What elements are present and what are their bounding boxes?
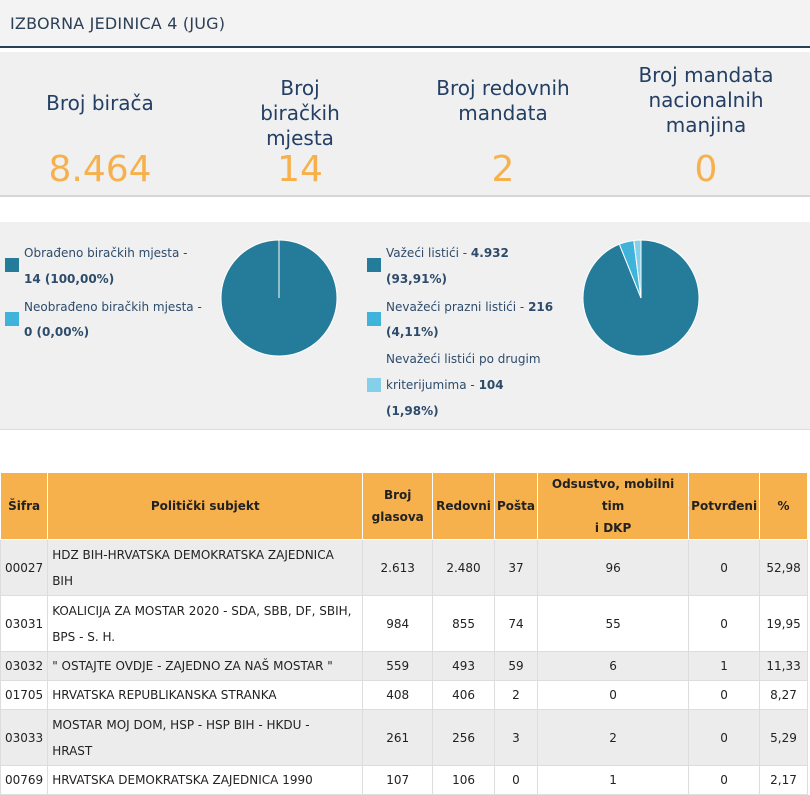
stat-minority-mandates-value: 0 (694, 149, 718, 190)
col-potvrdeni[interactable]: Potvrđeni (688, 472, 761, 540)
col-broj-glasova[interactable]: Broj glasova (362, 472, 434, 540)
cell-pct: 2,17 (759, 765, 808, 795)
cell-redovni: 406 (432, 680, 495, 710)
cell-redovni: 493 (432, 651, 495, 681)
cell-broj: 107 (362, 765, 434, 795)
cell-sifra: 03032 (0, 651, 49, 681)
table-row: 03032 " OSTAJTE OVDJE - ZAJEDNO ZA NAŠ M… (0, 651, 808, 681)
table-header-row: Šifra Politički subjekt Broj glasova Redo… (0, 472, 808, 540)
legend-swatch-processed (5, 258, 19, 272)
legend-processed-value: 14 (100,00%) (24, 272, 115, 286)
legend-valid-label: Važeći listići - 4.932 (386, 246, 509, 260)
cell-odsustvo: 0 (536, 680, 690, 710)
cell-odsustvo: 96 (536, 539, 690, 596)
table-row: 01705 HRVATSKA REPUBLIKANSKA STRANKA 408… (0, 680, 808, 710)
cell-sifra: 01705 (0, 680, 49, 710)
stat-polling-stations-label: Broj biračkih mjesta (260, 76, 340, 150)
cell-sifra: 00769 (0, 765, 49, 795)
legend-invalid-other-label1: Nevažeći listići po drugim (386, 352, 541, 366)
legend-invalid-empty-pct: (4,11%) (386, 325, 439, 339)
results-table: Šifra Politički subjekt Broj glasova Redo… (0, 472, 808, 795)
cell-redovni: 256 (432, 709, 495, 766)
cell-potvrdeni: 0 (688, 539, 761, 596)
col-sifra[interactable]: Šifra (0, 472, 49, 540)
cell-subjekt: HRVATSKA DEMOKRATSKA ZAJEDNICA 1990 (47, 765, 364, 795)
cell-broj: 2.613 (362, 539, 434, 596)
cell-redovni: 106 (432, 765, 495, 795)
cell-broj: 984 (362, 595, 434, 652)
cell-potvrdeni: 1 (688, 651, 761, 681)
stat-voters-label: Broj birača (46, 91, 154, 115)
right-chart-legend: Važeći listići - 4.932 (93,91%) Nevažeći… (367, 222, 567, 427)
cell-potvrdeni: 0 (688, 709, 761, 766)
stat-voters-value: 8.464 (48, 149, 152, 190)
stat-minority-mandates-label: Broj mandata nacionalnih manjina (638, 63, 774, 137)
table-row: 03031 KOALICIJA ZA MOSTAR 2020 - SDA, SB… (0, 595, 808, 652)
legend-processed-label: Obrađeno biračkih mjesta - (24, 246, 188, 260)
cell-posta: 37 (493, 539, 539, 596)
cell-sifra: 00027 (0, 539, 49, 596)
charts-panel: Obrađeno biračkih mjesta - 14 (100,00%) … (0, 222, 810, 430)
legend-swatch-valid (367, 258, 381, 272)
legend-swatch-invalid-other (367, 378, 381, 392)
ballots-pie-chart (582, 239, 700, 357)
cell-redovni: 855 (432, 595, 495, 652)
district-title-bar: IZBORNA JEDINICA 4 (JUG) (0, 0, 810, 48)
cell-pct: 52,98 (759, 539, 808, 596)
cell-subjekt: " OSTAJTE OVDJE - ZAJEDNO ZA NAŠ MOSTAR … (47, 651, 364, 681)
cell-odsustvo: 6 (536, 651, 690, 681)
cell-potvrdeni: 0 (688, 680, 761, 710)
district-title: IZBORNA JEDINICA 4 (JUG) (10, 14, 226, 33)
cell-broj: 261 (362, 709, 434, 766)
cell-posta: 3 (493, 709, 539, 766)
processed-stations-pie-chart (220, 239, 338, 357)
cell-odsustvo: 2 (536, 709, 690, 766)
cell-sifra: 03031 (0, 595, 49, 652)
cell-posta: 2 (493, 680, 539, 710)
cell-broj: 408 (362, 680, 434, 710)
cell-subjekt: KOALICIJA ZA MOSTAR 2020 - SDA, SBB, DF,… (47, 595, 364, 652)
stat-polling-stations-value: 14 (277, 149, 323, 190)
table-row: 03033 MOSTAR MOJ DOM, HSP - HSP BIH - HK… (0, 709, 808, 766)
stat-regular-mandates-value: 2 (491, 149, 515, 190)
cell-posta: 74 (493, 595, 539, 652)
cell-pct: 8,27 (759, 680, 808, 710)
table-row: 00027 HDZ BIH-HRVATSKA DEMOKRATSKA ZAJED… (0, 539, 808, 596)
cell-posta: 59 (493, 651, 539, 681)
legend-invalid-empty-label: Nevažeći prazni listići - 216 (386, 300, 554, 314)
col-posta[interactable]: Pošta (493, 472, 539, 540)
legend-invalid-other-label2: kriterijumima - 104 (386, 378, 504, 392)
cell-broj: 559 (362, 651, 434, 681)
cell-pct: 19,95 (759, 595, 808, 652)
table-row: 00769 HRVATSKA DEMOKRATSKA ZAJEDNICA 199… (0, 765, 808, 795)
cell-subjekt: HRVATSKA REPUBLIKANSKA STRANKA (47, 680, 364, 710)
cell-potvrdeni: 0 (688, 765, 761, 795)
cell-odsustvo: 1 (536, 765, 690, 795)
legend-swatch-invalid-empty (367, 312, 381, 326)
cell-posta: 0 (493, 765, 539, 795)
left-chart-legend: Obrađeno biračkih mjesta - 14 (100,00%) … (5, 222, 205, 362)
stats-panel: Broj birača 8.464 Broj biračkih mjesta 1… (0, 52, 810, 197)
legend-unprocessed-label: Neobrađeno biračkih mjesta - (24, 300, 202, 314)
cell-subjekt: MOSTAR MOJ DOM, HSP - HSP BIH - HKDU - HR… (47, 709, 364, 766)
cell-redovni: 2.480 (432, 539, 495, 596)
legend-swatch-unprocessed (5, 312, 19, 326)
col-odsustvo[interactable]: Odsustvo, mobilni tim i DKP (536, 472, 690, 540)
legend-unprocessed-value: 0 (0,00%) (24, 325, 90, 339)
legend-valid-pct: (93,91%) (386, 272, 447, 286)
cell-potvrdeni: 0 (688, 595, 761, 652)
cell-pct: 11,33 (759, 651, 808, 681)
stat-regular-mandates-label: Broj redovnih mandata (436, 76, 570, 125)
cell-subjekt: HDZ BIH-HRVATSKA DEMOKRATSKA ZAJEDNICA BI… (47, 539, 364, 596)
cell-sifra: 03033 (0, 709, 49, 766)
col-pct[interactable]: % (759, 472, 808, 540)
cell-pct: 5,29 (759, 709, 808, 766)
col-subjekt[interactable]: Politički subjekt (47, 472, 364, 540)
cell-odsustvo: 55 (536, 595, 690, 652)
col-redovni[interactable]: Redovni (432, 472, 495, 540)
legend-invalid-other-pct: (1,98%) (386, 404, 439, 418)
